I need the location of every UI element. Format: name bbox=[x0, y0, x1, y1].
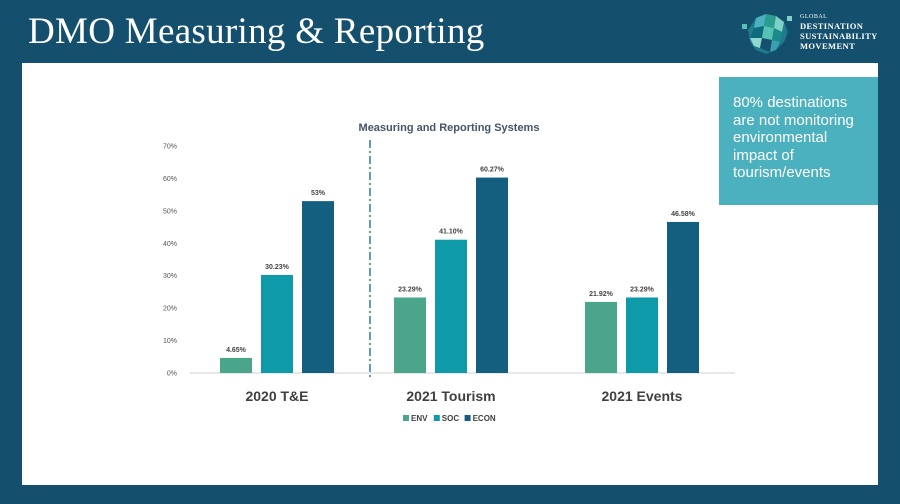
bar-soc bbox=[626, 297, 658, 373]
data-label: 53% bbox=[311, 190, 326, 197]
y-tick-label: 40% bbox=[163, 241, 177, 248]
bar-econ bbox=[302, 201, 334, 373]
legend-label: SOC bbox=[442, 414, 460, 423]
logo-text: GLOBAL DESTINATION SUSTAINABILITY MOVEME… bbox=[800, 13, 878, 51]
y-tick-label: 70% bbox=[163, 144, 177, 151]
legend-label: ENV bbox=[411, 414, 428, 423]
data-label: 60.27% bbox=[480, 167, 505, 174]
bar-econ bbox=[667, 221, 699, 373]
category-label: 2021 Events bbox=[602, 388, 683, 404]
y-tick-label: 30% bbox=[163, 273, 177, 280]
data-label: 46.58% bbox=[671, 211, 696, 218]
data-label: 4.65% bbox=[226, 347, 247, 354]
y-tick-label: 20% bbox=[163, 306, 177, 313]
gdsm-logo: GLOBAL DESTINATION SUSTAINABILITY MOVEME… bbox=[742, 6, 892, 58]
legend-swatch bbox=[403, 415, 409, 421]
legend-swatch bbox=[433, 415, 440, 421]
logo-line4: MOVEMENT bbox=[800, 41, 856, 51]
slide-title: DMO Measuring & Reporting bbox=[28, 11, 485, 52]
legend-swatch bbox=[464, 415, 471, 421]
category-label: 2021 Tourism bbox=[406, 388, 495, 404]
data-label: 30.23% bbox=[265, 264, 290, 271]
category-label: 2020 T&E bbox=[245, 388, 308, 404]
logo-line1: GLOBAL bbox=[800, 14, 828, 20]
callout-box: 80% destinations are not monitoring envi… bbox=[719, 77, 878, 205]
bar-env bbox=[585, 301, 617, 373]
y-tick-label: 60% bbox=[163, 176, 177, 183]
chart-title: Measuring and Reporting Systems bbox=[359, 122, 540, 134]
globe-logo-icon bbox=[742, 14, 792, 54]
data-label: 41.10% bbox=[439, 229, 464, 236]
y-tick-label: 0% bbox=[167, 371, 177, 378]
logo-line3: SUSTAINABILITY bbox=[800, 31, 878, 41]
data-label: 23.29% bbox=[398, 286, 423, 293]
data-label: 23.29% bbox=[630, 286, 655, 293]
bar-soc bbox=[261, 274, 293, 373]
bar-soc bbox=[435, 239, 467, 373]
data-label: 21.92% bbox=[589, 291, 614, 298]
bar-env bbox=[220, 357, 252, 373]
bar-econ bbox=[476, 177, 508, 373]
logo-line2: DESTINATION bbox=[800, 21, 864, 31]
y-tick-label: 10% bbox=[163, 338, 177, 345]
bar-env bbox=[394, 297, 426, 373]
legend-label: ECON bbox=[473, 414, 496, 423]
y-tick-label: 50% bbox=[163, 208, 177, 215]
